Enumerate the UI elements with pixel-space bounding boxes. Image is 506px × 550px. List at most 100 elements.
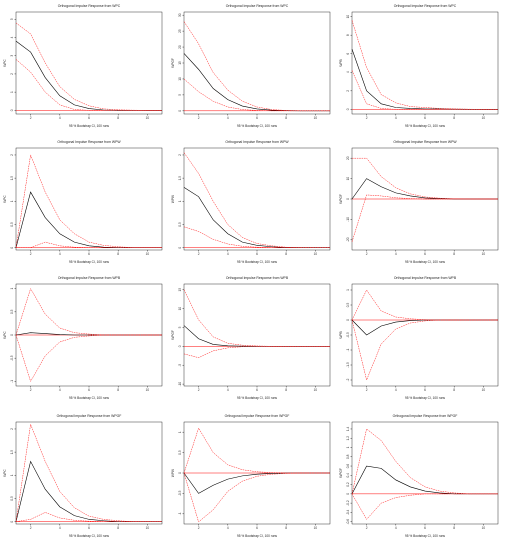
y-tick-label: 5 <box>178 94 182 96</box>
series-upper <box>352 157 498 200</box>
x-tick-label: 6 <box>424 252 426 256</box>
x-tick-label: 10 <box>482 116 486 120</box>
x-axis-label: 95 % Bootstrap CI, 100 runs <box>237 124 277 128</box>
chart-title: Orthogonal Impulse Response from WPB <box>226 276 289 280</box>
plot-frame <box>351 11 499 115</box>
chart-title: Orthogonal Impulse Response from WPGF <box>225 414 290 418</box>
x-tick-label: 10 <box>314 388 318 392</box>
x-tick-label: 8 <box>285 526 287 530</box>
x-tick-label: 2 <box>30 526 32 530</box>
series-lower <box>183 472 330 523</box>
y-tick-label: 10 <box>346 15 350 19</box>
y-axis-label: WPW <box>171 469 175 477</box>
x-axis-label: 95 % Bootstrap CI, 100 runs <box>405 124 445 128</box>
x-axis-label: 95 % Bootstrap CI, 100 runs <box>405 260 445 264</box>
y-tick-label: 0.8 <box>346 454 350 459</box>
x-tick-label: 10 <box>482 252 486 256</box>
y-tick-label: 1.5 <box>178 176 182 181</box>
y-tick-label: 10 <box>178 77 182 81</box>
series-lower <box>16 241 162 248</box>
irf-panel-1: Orthogonal Impulse Response from WPC 0 1 2 3… <box>3 4 163 128</box>
y-tick-label: 0 <box>10 334 14 336</box>
y-tick-label: 1.5 <box>10 450 14 455</box>
irf-panel-7: Orthogonal Impulse Response from WPB -1 -0… <box>3 276 163 400</box>
x-tick-label: 6 <box>256 116 258 120</box>
series-irf <box>15 191 162 248</box>
y-tick-label: -1 <box>10 380 14 383</box>
y-tick-label: 2 <box>10 73 14 75</box>
x-tick-label: 2 <box>366 388 368 392</box>
y-tick-label: 10 <box>346 177 350 181</box>
irf-panel-11: Orthogonal Impulse Response from WPGF -1 -… <box>171 414 331 538</box>
x-tick-label: 4 <box>227 388 229 392</box>
series-irf <box>183 187 330 248</box>
y-tick-label: -1 <box>178 512 182 515</box>
x-tick-label: 8 <box>285 252 287 256</box>
x-tick-label: 4 <box>59 116 61 120</box>
x-tick-label: 4 <box>59 388 61 392</box>
series-upper <box>183 152 330 248</box>
y-tick-label: 0 <box>178 247 182 249</box>
plot-frame <box>15 11 163 115</box>
y-tick-label: -5 <box>178 364 182 367</box>
x-axis-label: 95 % Bootstrap CI, 100 runs <box>237 260 277 264</box>
y-tick-label: 0 <box>346 108 350 110</box>
x-axis-label: 95 % Bootstrap CI, 100 runs <box>69 124 109 128</box>
plot-frame <box>351 421 499 525</box>
y-tick-label: 4 <box>10 36 14 38</box>
series-irf <box>15 332 162 336</box>
x-tick-label: 2 <box>366 116 368 120</box>
y-tick-label: 8 <box>346 34 350 36</box>
y-tick-label: 2 <box>10 154 14 156</box>
y-tick-label: 30 <box>178 13 182 17</box>
x-axis-label: 95 % Bootstrap CI, 100 runs <box>237 396 277 400</box>
y-tick-label: 0 <box>178 472 182 474</box>
series-upper <box>351 428 498 495</box>
chart-title: Orthogonal Impulse Response from WPB <box>58 276 121 280</box>
x-tick-label: 8 <box>117 388 119 392</box>
y-tick-label: 1 <box>10 474 14 476</box>
y-tick-label: -0.5 <box>178 490 182 496</box>
series-lower <box>183 226 330 248</box>
irf-panel-2: Orthogonal Impulse Response from WPC 0 5 10… <box>171 4 331 128</box>
x-tick-label: 2 <box>198 388 200 392</box>
x-axis-label: 95 % Bootstrap CI, 100 runs <box>405 396 445 400</box>
series-lower <box>351 493 498 520</box>
y-tick-label: -2 <box>346 378 350 381</box>
series-irf <box>183 472 330 494</box>
plot-frame <box>351 283 499 387</box>
chart-title: Orthogonal Impulse Response from WPGF <box>57 414 122 418</box>
x-tick-label: 2 <box>198 116 200 120</box>
x-tick-label: 4 <box>395 388 397 392</box>
x-tick-label: 8 <box>453 116 455 120</box>
x-tick-label: 6 <box>424 116 426 120</box>
y-tick-label: -0.4 <box>346 509 350 515</box>
x-axis-label: 95 % Bootstrap CI, 100 runs <box>69 534 109 538</box>
x-tick-label: 10 <box>482 526 486 530</box>
y-tick-label: 0.5 <box>178 222 182 227</box>
x-tick-label: 2 <box>198 252 200 256</box>
series-irf <box>351 319 498 336</box>
series-upper <box>183 289 330 347</box>
chart-title: Orthogonal Impulse Response from WPC <box>226 4 289 8</box>
x-tick-label: 6 <box>88 526 90 530</box>
y-tick-label: 0 <box>10 521 14 523</box>
y-tick-label: 10 <box>178 307 182 311</box>
y-tick-label: 1 <box>10 200 14 202</box>
irf-panel-5: Orthogonal Impulse Response from WPW 0 0.5… <box>171 140 331 264</box>
y-tick-label: 6 <box>346 53 350 55</box>
x-tick-label: 8 <box>117 116 119 120</box>
x-tick-label: 6 <box>88 116 90 120</box>
y-tick-label: 5 <box>10 18 14 20</box>
series-upper <box>15 423 162 522</box>
y-tick-label: 0 <box>178 110 182 112</box>
x-tick-label: 2 <box>366 252 368 256</box>
y-axis-label: WPGF <box>339 468 343 478</box>
x-tick-label: 10 <box>482 388 486 392</box>
x-tick-label: 8 <box>453 526 455 530</box>
chart-title: Orthogonal Impulse Response from WPW <box>57 140 121 144</box>
y-tick-label: 15 <box>178 61 182 65</box>
x-tick-label: 2 <box>366 526 368 530</box>
y-tick-label: 0 <box>346 319 350 321</box>
y-tick-label: 4 <box>346 71 350 73</box>
